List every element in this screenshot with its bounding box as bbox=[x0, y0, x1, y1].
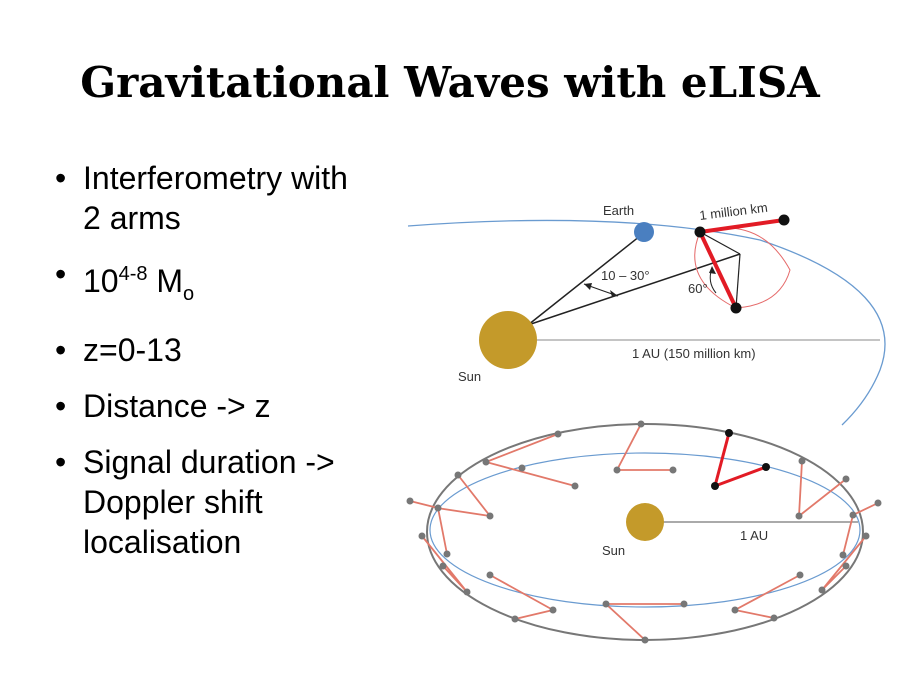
earth-icon bbox=[634, 222, 654, 242]
angle-arrowhead bbox=[610, 290, 618, 297]
spacecraft-link bbox=[735, 253, 741, 309]
bullet-text: Signal duration -> bbox=[83, 444, 335, 480]
mass-base: 10 bbox=[83, 263, 119, 299]
sun-earth-line bbox=[527, 235, 641, 326]
arm-length-label: 1 million km bbox=[699, 200, 769, 223]
sun-label: Sun bbox=[458, 369, 481, 384]
angle-arrowhead bbox=[584, 283, 592, 290]
mass-unit: M bbox=[147, 263, 184, 299]
sixty-degree-arrowhead bbox=[709, 266, 716, 274]
constellation-triangle bbox=[483, 433, 576, 487]
earth-label: Earth bbox=[603, 203, 634, 218]
earth-orbit-ellipse bbox=[429, 452, 861, 608]
angle-label: 10 – 30° bbox=[601, 268, 650, 283]
sun-constellation-line bbox=[527, 253, 741, 326]
bullet-distance: Distance -> z bbox=[55, 386, 400, 426]
bullet-signal-duration: Signal duration -> Doppler shift localis… bbox=[55, 442, 400, 562]
sun-icon bbox=[479, 311, 537, 369]
au-label: 1 AU bbox=[740, 528, 768, 543]
mass-exponent: 4-8 bbox=[118, 263, 148, 285]
mass-unit-subscript: o bbox=[183, 283, 195, 305]
laser-arm bbox=[699, 218, 785, 234]
bullet-text: Distance -> z bbox=[83, 388, 271, 424]
constellation-triangle bbox=[436, 474, 493, 518]
spacecraft-mother bbox=[694, 226, 706, 238]
bullet-list: Interferometry with 2 arms 104-8 Mo z=0-… bbox=[55, 158, 400, 578]
bullet-text: z=0-13 bbox=[83, 332, 182, 368]
bullet-mass: 104-8 Mo bbox=[55, 254, 400, 314]
laser-arm bbox=[714, 465, 767, 488]
constellation-arc bbox=[694, 231, 737, 309]
sixty-degree-label: 60° bbox=[688, 281, 708, 296]
spacecraft bbox=[762, 463, 770, 471]
bullet-text: 2 arms bbox=[83, 200, 181, 236]
au-distance-label: 1 AU (150 million km) bbox=[632, 346, 756, 361]
laser-arm bbox=[698, 231, 738, 309]
spacecraft-daughter bbox=[730, 302, 742, 314]
spacecraft-daughter bbox=[778, 214, 790, 226]
spacecraft-markers bbox=[406, 420, 882, 644]
constellation-triangle bbox=[821, 535, 867, 591]
bullet-text: localisation bbox=[83, 524, 242, 560]
sun-label: Sun bbox=[602, 543, 625, 558]
bullet-interferometry: Interferometry with 2 arms bbox=[55, 158, 400, 238]
constellation-triangle bbox=[615, 423, 673, 471]
laser-arm bbox=[713, 432, 731, 487]
earth-orbit-arc bbox=[407, 219, 886, 426]
spacecraft-link bbox=[699, 231, 741, 255]
highlighted-constellation bbox=[711, 429, 770, 490]
bullet-text: Doppler shift bbox=[83, 484, 263, 520]
bullet-text: Interferometry with bbox=[83, 160, 348, 196]
bullet-redshift: z=0-13 bbox=[55, 330, 400, 370]
spacecraft bbox=[711, 482, 719, 490]
spacecraft bbox=[725, 429, 733, 437]
slide-title: Gravitational Waves with eLISA bbox=[80, 58, 820, 107]
sun-icon bbox=[626, 503, 664, 541]
constellation-triangle bbox=[603, 603, 684, 641]
